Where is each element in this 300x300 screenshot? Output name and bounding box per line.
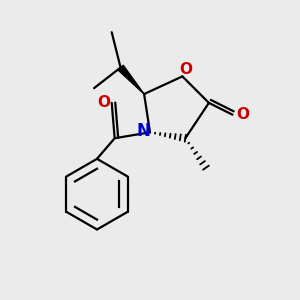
Text: N: N: [136, 122, 151, 140]
Text: O: O: [97, 95, 110, 110]
Text: O: O: [236, 107, 249, 122]
Text: O: O: [179, 62, 192, 77]
Polygon shape: [118, 65, 144, 94]
